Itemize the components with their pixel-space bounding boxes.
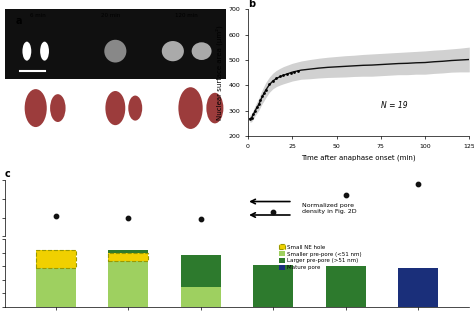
- Point: [197, 216, 204, 221]
- Bar: [36, 249, 75, 268]
- Point: [260, 90, 268, 95]
- Bar: [108, 253, 148, 261]
- Ellipse shape: [128, 95, 142, 121]
- Point: [290, 69, 298, 74]
- Point: [256, 97, 264, 102]
- Point: [294, 68, 301, 73]
- Ellipse shape: [50, 94, 65, 122]
- Text: 120 min: 120 min: [175, 13, 198, 18]
- Text: Normalized pore
density in Fig. 2D: Normalized pore density in Fig. 2D: [302, 203, 356, 214]
- Point: [246, 116, 254, 121]
- Point: [248, 116, 255, 121]
- Point: [251, 108, 259, 113]
- Ellipse shape: [105, 91, 125, 125]
- Text: c: c: [5, 169, 10, 179]
- Text: a: a: [16, 16, 22, 26]
- Point: [287, 70, 294, 75]
- Ellipse shape: [25, 89, 47, 127]
- Point: [262, 87, 270, 92]
- Ellipse shape: [206, 93, 223, 123]
- Point: [415, 182, 422, 187]
- Ellipse shape: [178, 87, 203, 129]
- Bar: [399, 268, 438, 307]
- Text: b: b: [248, 0, 255, 9]
- Text: 20 min: 20 min: [101, 13, 120, 18]
- Ellipse shape: [40, 42, 49, 61]
- Point: [269, 78, 277, 83]
- Bar: [36, 268, 75, 307]
- X-axis label: Time after anaphase onset (min): Time after anaphase onset (min): [301, 154, 416, 161]
- Text: N = 19: N = 19: [381, 101, 408, 110]
- Point: [280, 72, 287, 77]
- Point: [52, 213, 59, 218]
- Bar: [5, 9, 226, 79]
- Legend: Small NE hole, Smaller pre-pore (<51 nm), Larger pre-pore (>51 nm), Mature pore: Small NE hole, Smaller pre-pore (<51 nm)…: [277, 242, 364, 273]
- Ellipse shape: [191, 42, 211, 60]
- Ellipse shape: [162, 41, 184, 61]
- Point: [265, 82, 273, 87]
- Point: [273, 75, 280, 80]
- Point: [250, 112, 257, 117]
- Point: [276, 74, 284, 79]
- Bar: [36, 249, 75, 268]
- Point: [124, 215, 132, 220]
- Ellipse shape: [104, 40, 127, 63]
- Bar: [326, 266, 366, 307]
- Point: [283, 71, 291, 76]
- Point: [258, 94, 266, 99]
- Point: [342, 193, 350, 198]
- Bar: [108, 261, 148, 307]
- Bar: [108, 249, 148, 261]
- Point: [255, 101, 263, 106]
- Bar: [181, 254, 221, 286]
- Ellipse shape: [22, 42, 31, 61]
- Y-axis label: Nuclear surface area (μm²): Nuclear surface area (μm²): [216, 25, 223, 120]
- Text: 6 min: 6 min: [30, 13, 46, 18]
- Point: [253, 105, 261, 110]
- Bar: [181, 286, 221, 307]
- Bar: [108, 253, 148, 261]
- Point: [270, 209, 277, 214]
- Bar: [253, 265, 293, 307]
